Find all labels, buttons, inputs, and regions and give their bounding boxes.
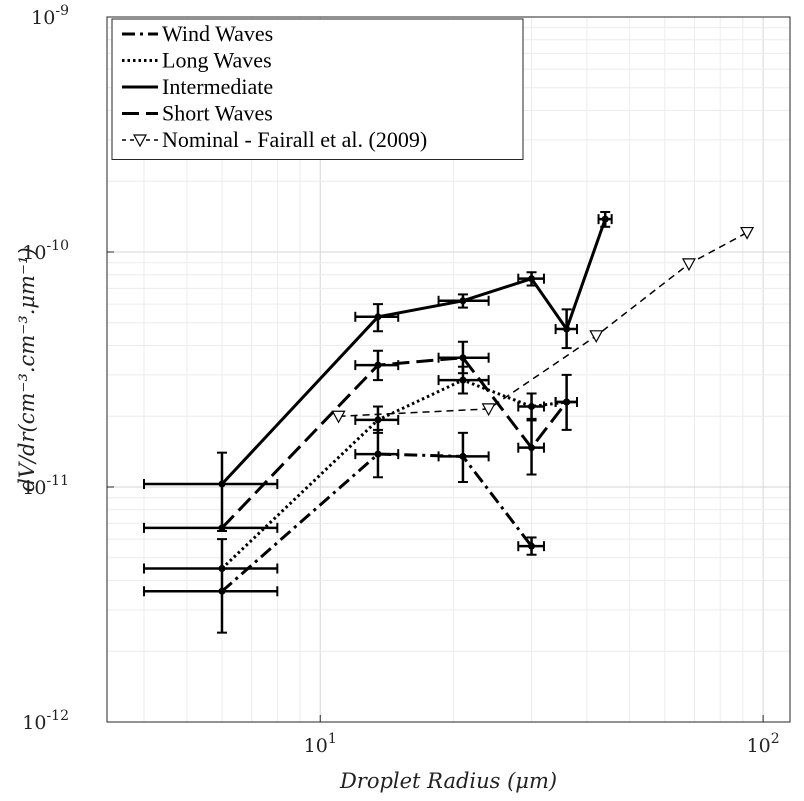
- legend-label: Nominal - Fairall et al. (2009): [162, 127, 427, 152]
- data-point: [601, 215, 609, 223]
- legend-marker: [132, 134, 148, 148]
- data-point: [528, 542, 536, 550]
- data-point: [374, 313, 382, 321]
- data-point: [218, 564, 226, 572]
- data-point: [459, 376, 467, 384]
- data-point: [218, 587, 226, 595]
- data-point: [563, 398, 571, 406]
- legend-box: [111, 18, 524, 160]
- series-line: [221, 452, 533, 593]
- data-point: [459, 452, 467, 460]
- legend-label: Wind Waves: [162, 21, 273, 46]
- legend-label: Long Waves: [162, 48, 272, 73]
- series-line: [220, 356, 568, 529]
- data-point: [563, 325, 571, 333]
- y-tick-label: 10-10: [22, 238, 69, 264]
- data-point: [528, 444, 536, 452]
- data-point: [218, 524, 226, 532]
- series-layer: [143, 210, 755, 634]
- data-point: [331, 410, 346, 424]
- series-4: [331, 226, 755, 424]
- y-tick-label: 10-9: [31, 3, 69, 29]
- data-point: [481, 403, 496, 417]
- data-point: [681, 258, 696, 272]
- legend-label: Intermediate: [162, 74, 273, 99]
- series-0: [143, 428, 545, 634]
- data-point: [218, 480, 226, 488]
- data-point: [589, 330, 604, 344]
- legend-label: Short Waves: [162, 101, 273, 126]
- data-point: [459, 354, 467, 362]
- data-point: [374, 416, 382, 424]
- plot-area-frame: [106, 16, 791, 723]
- series-line: [220, 218, 607, 486]
- y-axis-label: dV/dr(cm⁻³.cm⁻³.μm⁻¹): [15, 247, 39, 491]
- data-point: [459, 297, 467, 305]
- data-point: [528, 275, 536, 283]
- axis-ticks: 101 102 10-12 10-11 10-10 10-9: [22, 3, 779, 757]
- series-3: [143, 340, 579, 533]
- data-point: [374, 450, 382, 458]
- y-tick-label: 10-11: [22, 473, 69, 499]
- x-axis-label: Droplet Radius (μm): [339, 769, 557, 793]
- data-point: [740, 226, 755, 240]
- data-point: [528, 403, 536, 411]
- x-tick-label: 101: [304, 731, 337, 757]
- series-2: [143, 210, 613, 532]
- x-tick-label: 102: [747, 731, 780, 757]
- y-tick-label: 10-12: [22, 708, 69, 734]
- data-point: [374, 361, 382, 369]
